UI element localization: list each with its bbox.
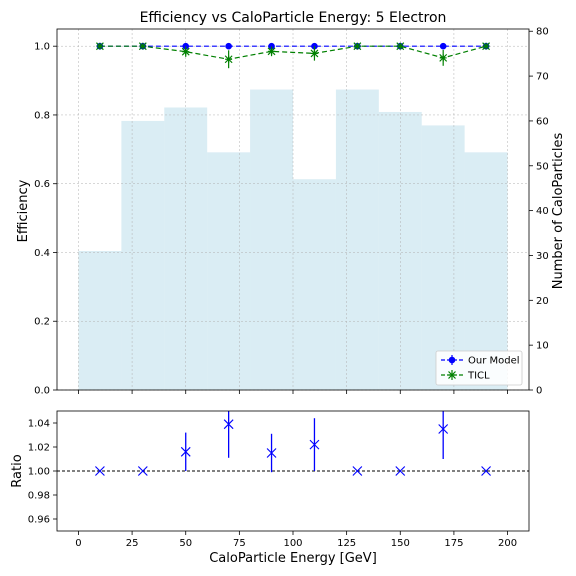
x-tick-label: 125 <box>337 538 356 549</box>
y2-tick-label: 60 <box>536 116 549 127</box>
ratio-point <box>395 466 406 476</box>
x-axis-label: CaloParticle Energy [GeV] <box>209 551 377 566</box>
histogram-bar <box>250 89 293 390</box>
ratio-point <box>95 466 105 476</box>
histogram-bars <box>78 89 508 391</box>
ratio-y-tick-label: 1.04 <box>28 419 50 430</box>
top-y-axis: 0.0 0.2 0.4 0.6 0.8 1.0 <box>34 42 57 397</box>
data-point <box>439 42 447 50</box>
histogram-bar <box>78 250 122 390</box>
legend-box <box>435 350 523 386</box>
ratio-point <box>266 433 277 473</box>
data-point <box>353 42 362 51</box>
data-point <box>268 42 275 50</box>
y-tick-label: 0.4 <box>34 248 50 259</box>
histogram-bar <box>464 152 508 390</box>
y2-tick-label: 50 <box>536 161 549 172</box>
data-point <box>138 42 147 51</box>
ratio-point <box>180 432 191 471</box>
data-point <box>95 42 104 51</box>
y-tick-label: 0.0 <box>34 386 50 397</box>
ratio-series <box>95 411 491 476</box>
ratio-point <box>309 418 320 471</box>
histogram-bar <box>121 120 165 391</box>
data-point <box>182 42 190 50</box>
top-y-axis-label: Efficiency <box>16 179 31 242</box>
bottom-x-axis: 0 25 50 75 100 125 150 175 200 <box>75 531 517 549</box>
top-y2-axis: 0 10 20 30 40 50 60 70 80 <box>529 27 549 397</box>
data-point <box>310 49 319 58</box>
histogram-bar <box>293 179 336 390</box>
series-ticl <box>95 42 491 69</box>
x-tick-label: 175 <box>444 538 463 549</box>
y2-tick-label: 30 <box>536 251 549 262</box>
ratio-y-tick-label: 1.02 <box>28 443 50 454</box>
y2-tick-label: 40 <box>536 206 549 217</box>
x-tick-label: 100 <box>283 538 302 549</box>
top-x-ticks <box>78 390 508 394</box>
ratio-point <box>137 466 148 476</box>
top-y2-axis-label: Number of CaloParticles <box>551 133 566 290</box>
y2-tick-label: 20 <box>536 296 549 307</box>
y2-tick-label: 10 <box>536 341 549 352</box>
data-point <box>482 42 491 51</box>
ratio-point <box>223 411 234 458</box>
ratio-y-tick-label: 0.98 <box>28 491 50 502</box>
ratio-y-tick-label: 0.96 <box>28 515 50 526</box>
x-tick-label: 200 <box>498 538 517 549</box>
ratio-point <box>481 466 491 476</box>
data-point <box>267 47 276 56</box>
x-tick-label: 50 <box>179 538 192 549</box>
y2-tick-label: 70 <box>536 72 549 83</box>
data-point <box>225 42 232 50</box>
top-series <box>95 42 491 69</box>
series-our-model <box>96 42 490 50</box>
histogram-bar <box>207 152 251 390</box>
legend-label: Our Model <box>468 356 520 367</box>
y2-tick-label: 0 <box>536 386 542 397</box>
x-tick-label: 75 <box>233 538 246 549</box>
data-point <box>181 47 190 56</box>
y-tick-label: 1.0 <box>34 42 50 53</box>
data-point <box>439 53 448 62</box>
y-tick-label: 0.6 <box>34 179 50 190</box>
legend: Our Model TICL <box>435 350 523 386</box>
y-tick-label: 0.2 <box>34 317 50 328</box>
ratio-y-tick-label: 1.00 <box>28 467 50 478</box>
bottom-y-axis-label: Ratio <box>10 454 25 487</box>
histogram-bar <box>421 125 465 391</box>
chart-title: Efficiency vs CaloParticle Energy: 5 Ele… <box>140 10 447 26</box>
data-point <box>224 55 233 64</box>
data-point <box>396 42 405 51</box>
bottom-y-axis: 0.96 0.98 1.00 1.02 1.04 <box>28 419 57 526</box>
ratio-point <box>438 411 449 459</box>
legend-entry: TICL <box>441 370 490 382</box>
histogram-bar <box>335 89 379 390</box>
x-tick-label: 25 <box>126 538 139 549</box>
legend-entry: Our Model <box>441 355 520 367</box>
x-tick-label: 0 <box>75 538 81 549</box>
x-tick-label: 150 <box>391 538 410 549</box>
y-tick-label: 0.8 <box>34 110 50 121</box>
legend-label: TICL <box>467 371 490 382</box>
ratio-point <box>352 466 363 476</box>
y2-tick-label: 80 <box>536 27 549 38</box>
